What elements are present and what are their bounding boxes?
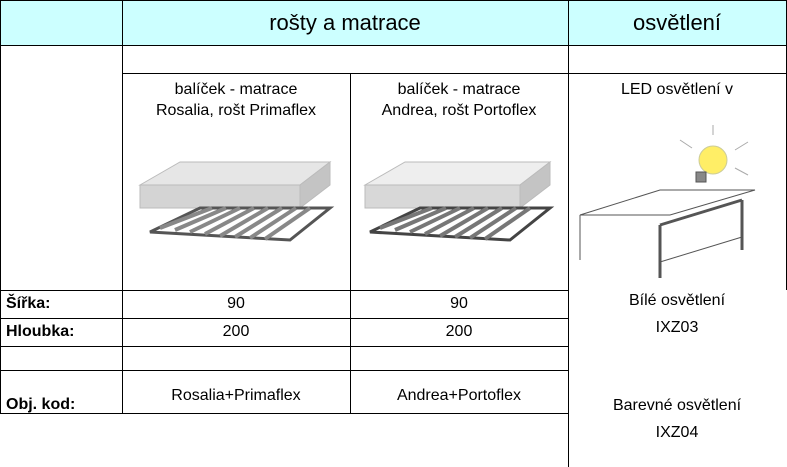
depth-value: 200 (446, 323, 473, 340)
group-title: osvětlení (633, 10, 721, 35)
row-label: Hloubka: (6, 323, 74, 340)
product-title: balíček - matrace (398, 81, 521, 98)
lighting-code: IXZ04 (656, 424, 699, 441)
product-title: Andrea, rošt Portoflex (382, 102, 537, 119)
product-image (363, 160, 555, 242)
lighting-image (579, 125, 756, 278)
order-code: Andrea+Portoflex (397, 387, 521, 404)
header-band (0, 0, 787, 45)
order-code: Rosalia+Primaflex (171, 387, 300, 404)
width-value: 90 (450, 295, 468, 312)
width-value: 90 (227, 295, 245, 312)
row-label: Šířka: (6, 293, 50, 312)
product-title: Rosalia, rošt Primaflex (156, 102, 316, 119)
lighting-option: Bílé osvětlení (629, 292, 726, 309)
depth-value: 200 (223, 323, 250, 340)
product-image (138, 160, 335, 242)
row-label: Obj. kod: (6, 396, 75, 413)
product-title: balíček - matrace (175, 81, 298, 98)
lighting-code: IXZ03 (656, 319, 699, 336)
lighting-title: LED osvětlení v (621, 81, 733, 98)
lighting-option: Barevné osvětlení (613, 397, 742, 414)
group-title: rošty a matrace (269, 10, 421, 35)
